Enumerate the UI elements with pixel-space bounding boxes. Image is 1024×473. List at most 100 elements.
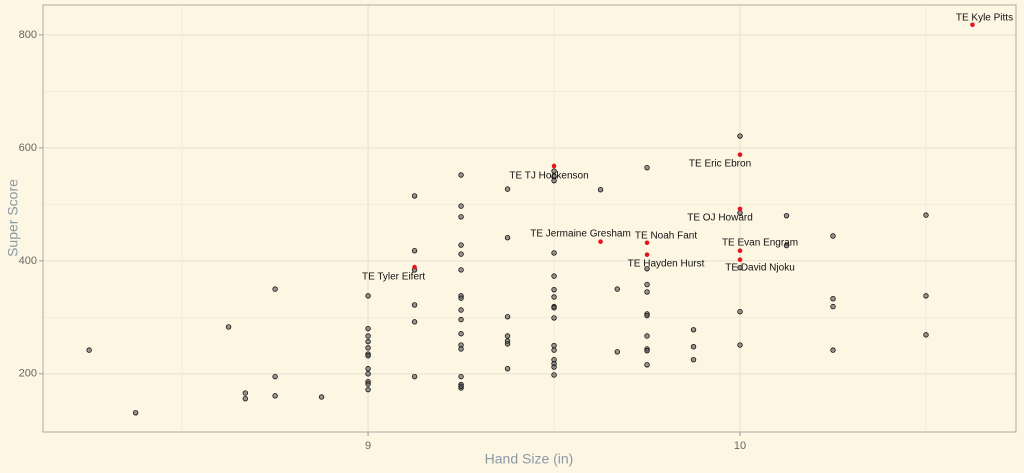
point (458, 316, 464, 323)
point (737, 264, 743, 271)
point (783, 212, 790, 219)
point (318, 394, 325, 400)
point (830, 347, 836, 353)
point-label: TE Kyle Pitts (956, 12, 1013, 23)
point-label: TE TJ Hockenson (509, 171, 588, 182)
point (644, 164, 650, 171)
point (551, 342, 557, 349)
point (551, 168, 557, 174)
point (225, 324, 232, 330)
point (690, 357, 697, 363)
point (614, 286, 620, 292)
point (458, 307, 464, 313)
point (923, 212, 929, 218)
point (970, 22, 975, 28)
point-label: TE Evan Engram (722, 237, 798, 248)
point (458, 203, 464, 209)
point (242, 395, 249, 402)
point (504, 341, 511, 347)
point (783, 242, 790, 249)
x-tick-label: 9 (365, 440, 371, 452)
point (458, 267, 464, 273)
point (365, 381, 371, 387)
point (644, 312, 650, 319)
point (737, 248, 743, 253)
point (614, 349, 620, 355)
point (551, 315, 557, 321)
point (365, 345, 371, 351)
point (551, 372, 557, 378)
point (923, 293, 929, 299)
y-tick-label: 600 (19, 142, 37, 154)
point (504, 366, 511, 372)
point (242, 390, 249, 396)
x-axis-title: Hand Size (in) (485, 451, 574, 467)
point (458, 346, 464, 352)
point (644, 333, 650, 339)
point (690, 344, 697, 350)
point (644, 289, 650, 295)
point (737, 152, 743, 157)
point (365, 333, 371, 339)
point (644, 240, 650, 246)
point (272, 286, 278, 292)
point (272, 393, 278, 399)
point (551, 163, 557, 169)
point (411, 302, 418, 308)
point (86, 347, 92, 353)
point (411, 247, 418, 254)
y-tick-label: 200 (19, 368, 37, 380)
y-axis-title: Super Score (5, 179, 21, 257)
point (272, 373, 278, 380)
point (458, 331, 464, 337)
point (644, 347, 650, 354)
point (830, 303, 836, 310)
point-label: TE Eric Ebron (689, 158, 751, 169)
point (365, 293, 371, 299)
point-label: TE Jermaine Gresham (530, 228, 631, 239)
point (458, 214, 464, 220)
point (737, 133, 743, 139)
point (458, 172, 464, 178)
point (365, 386, 371, 393)
point (551, 273, 557, 279)
point (458, 242, 464, 248)
point (923, 332, 929, 338)
point (365, 366, 371, 372)
point (412, 264, 417, 270)
point (458, 295, 464, 301)
point (504, 314, 511, 320)
point (365, 325, 371, 332)
point (458, 251, 464, 257)
point (365, 338, 371, 345)
y-tick-label: 400 (19, 255, 37, 267)
point (597, 186, 604, 193)
point (504, 186, 511, 192)
point (365, 353, 371, 359)
point (551, 177, 557, 184)
point (132, 410, 139, 416)
point (551, 364, 557, 370)
point-label: TE David Njoku (725, 262, 794, 273)
point (551, 286, 557, 293)
point (365, 371, 371, 377)
plot-border (42, 4, 1017, 433)
point (737, 308, 743, 315)
point (737, 206, 743, 212)
point (598, 239, 603, 244)
point-label: TE Tyler Eifert (362, 272, 425, 283)
point (551, 294, 557, 300)
point (458, 383, 464, 389)
point (551, 347, 557, 353)
point (830, 296, 836, 302)
point (644, 252, 650, 257)
y-tick-label: 800 (19, 29, 37, 41)
point (644, 281, 650, 288)
point (830, 233, 836, 239)
point-label: TE Noah Fant (635, 230, 697, 241)
point (737, 342, 743, 348)
point (737, 257, 743, 263)
point (690, 327, 697, 333)
